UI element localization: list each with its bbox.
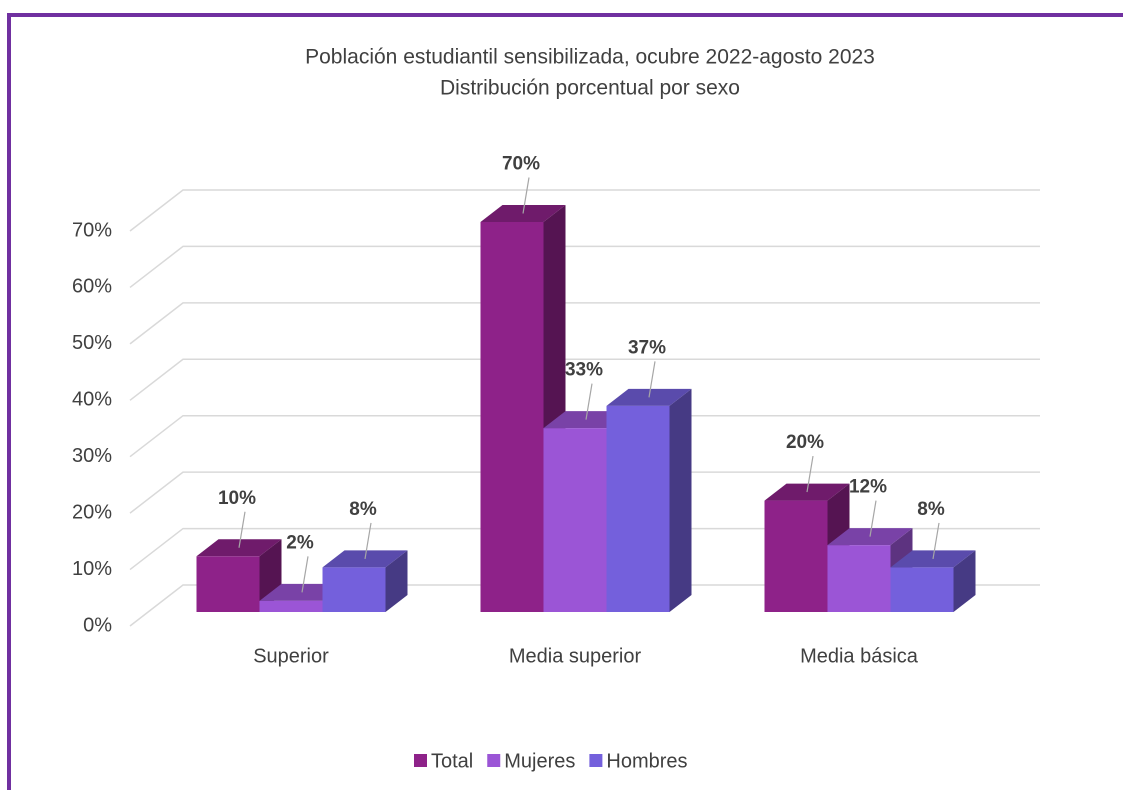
leader-line xyxy=(932,522,940,560)
bar-side xyxy=(953,550,976,612)
grid-line xyxy=(129,584,1040,627)
frame-top xyxy=(8,13,1123,17)
legend-swatch xyxy=(589,754,603,767)
leader-line xyxy=(364,522,372,560)
value-label: 37% xyxy=(628,337,666,358)
value-label: 10% xyxy=(218,488,256,509)
bar-front xyxy=(606,405,670,612)
grid-line xyxy=(129,358,1040,401)
chart-title: Población estudiantil sensibilizada, ocu… xyxy=(305,46,875,69)
leader-line xyxy=(806,455,814,493)
y-tick-label: 50% xyxy=(72,332,112,354)
bar xyxy=(322,550,408,612)
legend-label: Total xyxy=(431,750,473,772)
value-label: 8% xyxy=(917,499,945,520)
y-tick-label: 20% xyxy=(72,501,112,523)
leader-line xyxy=(301,556,309,593)
bar-front xyxy=(543,428,607,612)
chart-subtitle: Distribución porcentual por sexo xyxy=(440,77,740,100)
y-tick-label: 0% xyxy=(83,614,112,636)
bar-front xyxy=(322,567,386,612)
x-tick-label: Media básica xyxy=(800,645,919,667)
grid-line xyxy=(129,414,1040,458)
value-label: 2% xyxy=(286,532,314,553)
bar xyxy=(890,550,976,612)
leader-line xyxy=(585,383,593,420)
bar-front xyxy=(827,545,891,612)
bar-front xyxy=(259,600,323,612)
grid-line xyxy=(129,302,1040,345)
bar-side xyxy=(669,388,692,612)
value-label: 70% xyxy=(502,154,540,175)
y-tick-label: 70% xyxy=(72,219,112,241)
bar-front xyxy=(890,567,954,612)
value-label: 33% xyxy=(565,360,603,381)
leader-line xyxy=(869,500,877,537)
legend-swatch xyxy=(487,754,501,767)
y-tick-label: 30% xyxy=(72,445,112,467)
bar-front xyxy=(764,500,828,612)
legend-label: Mujeres xyxy=(504,750,575,772)
value-label: 12% xyxy=(849,477,887,498)
leader-line xyxy=(522,177,530,214)
value-label: 20% xyxy=(786,432,824,453)
grid-line xyxy=(129,189,1040,232)
value-label: 8% xyxy=(349,499,377,520)
bar-side xyxy=(385,550,408,612)
legend-swatch xyxy=(414,754,427,767)
y-tick-label: 60% xyxy=(72,276,112,298)
x-tick-label: Media superior xyxy=(509,645,642,667)
grid-line xyxy=(129,527,1040,571)
leader-line xyxy=(648,361,656,398)
y-tick-label: 10% xyxy=(72,558,112,580)
bar xyxy=(606,388,692,612)
frame-left xyxy=(7,13,11,790)
bar-front xyxy=(196,556,260,612)
leader-line xyxy=(238,511,246,548)
grid-line xyxy=(129,471,1040,514)
grid-line xyxy=(129,245,1040,289)
bar-front xyxy=(480,222,544,612)
y-tick-label: 40% xyxy=(72,389,112,411)
x-tick-label: Superior xyxy=(253,645,329,667)
legend-label: Hombres xyxy=(606,750,687,772)
